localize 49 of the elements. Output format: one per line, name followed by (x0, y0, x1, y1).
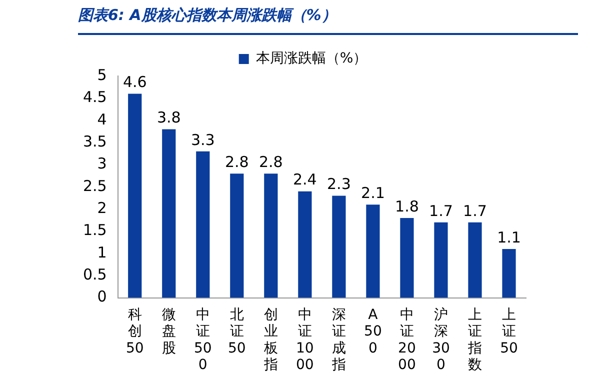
bar (434, 222, 448, 298)
x-tick-label: 中证500 (194, 306, 212, 374)
x-tick-label: 上证50 (500, 306, 518, 356)
data-label: 2.3 (327, 175, 351, 194)
y-tick-label: 4.5 (82, 88, 107, 106)
data-label: 3.3 (190, 130, 215, 149)
data-label: 1.7 (463, 202, 487, 220)
x-tick-label: 上证指数 (466, 306, 482, 374)
data-label: 3.8 (156, 108, 181, 127)
y-tick-label: 2.5 (82, 176, 107, 195)
y-tick-label: 3 (97, 154, 107, 173)
x-tick-label: 创业板指 (262, 306, 278, 374)
bar (264, 174, 278, 298)
data-label: 2.8 (258, 152, 283, 171)
data-label: 2.4 (292, 170, 317, 189)
bar (230, 174, 244, 298)
bar (162, 129, 176, 298)
bar (400, 218, 414, 298)
data-label: 2.1 (361, 184, 385, 202)
bar (468, 222, 482, 298)
x-tick-label: 中证2000 (398, 306, 416, 374)
y-tick-label: 1.5 (82, 221, 107, 240)
x-tick-label: A500 (364, 306, 382, 356)
bar (502, 249, 516, 298)
data-label: 1.8 (395, 197, 419, 216)
y-tick-label: 5 (97, 66, 107, 84)
y-tick-label: 4 (97, 110, 107, 128)
y-tick-label: 0.5 (82, 266, 107, 284)
data-label: 1.1 (497, 228, 521, 246)
data-label: 2.8 (224, 152, 249, 171)
bar (366, 204, 380, 298)
x-tick-label: 沪深300 (432, 306, 450, 374)
data-label: 4.6 (122, 73, 147, 92)
y-tick-label: 2 (97, 198, 107, 217)
bar (196, 151, 210, 298)
data-label: 1.7 (429, 202, 453, 220)
x-tick-label: 微盘股 (162, 306, 176, 356)
x-tick-label: 深证成指 (330, 306, 346, 374)
y-tick-label: 0 (97, 288, 107, 306)
bar (298, 191, 312, 298)
chart-title: 图表6: A股核心指数本周涨跌幅（%） (78, 6, 578, 35)
legend-label: 本周涨跌幅（%） (256, 50, 368, 67)
x-tick-label: 北证50 (228, 306, 246, 356)
y-tick-label: 3.5 (82, 132, 107, 150)
bar (332, 196, 346, 298)
x-tick-label: 中证1000 (296, 306, 314, 374)
bar (128, 94, 142, 298)
x-tick-label: 科创50 (126, 306, 144, 356)
y-tick-label: 1 (97, 243, 107, 262)
